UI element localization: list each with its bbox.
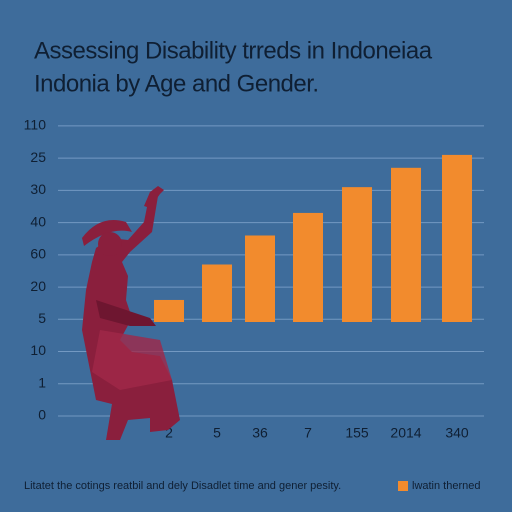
- x-tick-label: 2014: [390, 425, 421, 441]
- bar: [154, 299, 184, 322]
- bar: [202, 264, 232, 322]
- caption: Litatet the cotings reatbil and dely Dis…: [24, 480, 341, 492]
- y-tick-label: 1: [38, 374, 46, 390]
- bar: [342, 187, 372, 322]
- y-tick-label: 60: [30, 246, 46, 262]
- y-tick-label: 25: [30, 149, 46, 165]
- x-tick-label: 36: [252, 425, 268, 441]
- x-tick-label: 2: [165, 425, 173, 441]
- x-tick-label: 340: [445, 425, 469, 441]
- bar: [293, 212, 323, 322]
- y-tick-label: 110: [24, 117, 47, 133]
- y-tick-label: 0: [38, 407, 46, 423]
- bars: 2 5 36 7 155 2014 340: [154, 154, 472, 441]
- bar: [391, 167, 421, 322]
- y-tick-label: 10: [30, 342, 46, 358]
- chart-title: Assessing Disability trreds in Indoneiaa: [34, 37, 433, 64]
- y-tick-label: 20: [30, 278, 46, 294]
- y-tick-label: 40: [30, 213, 46, 229]
- x-tick-label: 155: [345, 425, 369, 441]
- figure-illustration: [82, 186, 180, 440]
- chart-subtitle: Indonia by Age and Gender.: [34, 70, 319, 97]
- x-tick-label: 5: [213, 425, 221, 441]
- x-tick-label: 7: [304, 425, 312, 441]
- legend-swatch: [398, 481, 408, 491]
- bar: [442, 154, 472, 322]
- legend-label: lwatin therned: [412, 480, 481, 492]
- bar: [245, 235, 275, 322]
- y-tick-label: 5: [38, 310, 46, 326]
- y-tick-label: 30: [30, 181, 46, 197]
